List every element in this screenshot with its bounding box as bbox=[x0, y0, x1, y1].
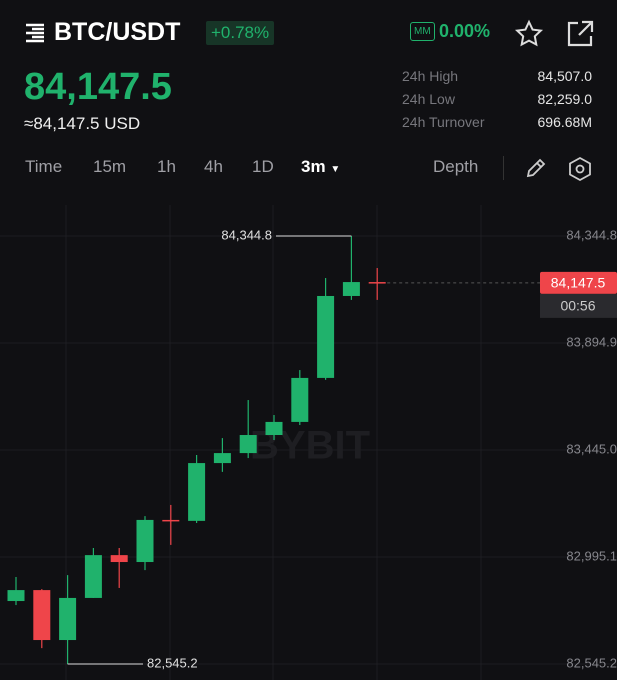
tab[interactable]: 15m bbox=[93, 157, 127, 176]
share-icon[interactable] bbox=[565, 19, 595, 49]
y-tick-label: 83,894.9 bbox=[566, 334, 617, 349]
candle-body bbox=[136, 519, 154, 563]
star-icon[interactable] bbox=[514, 19, 544, 49]
settings-icon[interactable] bbox=[567, 156, 593, 182]
candle-body bbox=[291, 377, 309, 422]
stat-value: 696.68M bbox=[537, 114, 592, 130]
tab-active[interactable]: 3m ▼ bbox=[301, 157, 341, 176]
price-usd: ≈84,147.5 USD bbox=[24, 114, 141, 133]
candle-body bbox=[317, 295, 335, 378]
y-tick-label: 83,445.0 bbox=[566, 441, 617, 456]
candle-body bbox=[213, 453, 231, 464]
mm-badge: MM bbox=[410, 22, 435, 41]
candle-body bbox=[265, 421, 283, 436]
stat-label: 24h High bbox=[402, 68, 459, 84]
candle-body bbox=[59, 597, 77, 641]
candle-body bbox=[342, 282, 360, 296]
stat-label: 24h Turnover bbox=[402, 114, 485, 130]
max-marker-label: 84,344.8 bbox=[221, 227, 272, 242]
min-marker-label: 82,545.2 bbox=[147, 655, 198, 670]
tab[interactable]: 1h bbox=[157, 157, 176, 176]
stat-label: 24h Low bbox=[402, 91, 455, 107]
stat-value: 84,507.0 bbox=[537, 68, 593, 84]
candle-body bbox=[162, 519, 180, 522]
change: +0.78% bbox=[206, 21, 275, 45]
stat-value: 82,259.0 bbox=[537, 91, 593, 107]
tab[interactable]: Depth bbox=[433, 157, 479, 176]
last-price-box bbox=[540, 271, 617, 294]
last-price-label: 84,147.5 bbox=[551, 275, 606, 291]
y-tick-label: 82,545.2 bbox=[566, 655, 617, 670]
symbol[interactable]: BTC/USDT bbox=[54, 18, 181, 46]
candle-body bbox=[7, 590, 25, 602]
pencil-icon[interactable] bbox=[524, 156, 548, 180]
candle-body bbox=[368, 282, 386, 284]
menu-icon[interactable] bbox=[24, 22, 46, 44]
candle-body bbox=[84, 555, 102, 598]
tab[interactable]: 4h bbox=[204, 157, 223, 176]
tab[interactable]: 1D bbox=[252, 157, 274, 176]
countdown: 00:56 bbox=[560, 298, 595, 314]
y-tick-label: 84,344.8 bbox=[566, 227, 617, 242]
countdown-box bbox=[540, 293, 617, 318]
candle-body bbox=[188, 463, 206, 521]
candle-body bbox=[33, 590, 51, 641]
tab-label: 3m bbox=[301, 157, 326, 176]
candle-body bbox=[110, 555, 128, 563]
candle-body bbox=[239, 435, 257, 454]
mm-value: 0.00% bbox=[439, 21, 491, 41]
last-price: 84,147.5 bbox=[24, 66, 172, 108]
divider bbox=[503, 156, 504, 180]
tab[interactable]: Time bbox=[25, 157, 63, 176]
y-tick-label: 82,995.1 bbox=[566, 548, 617, 563]
